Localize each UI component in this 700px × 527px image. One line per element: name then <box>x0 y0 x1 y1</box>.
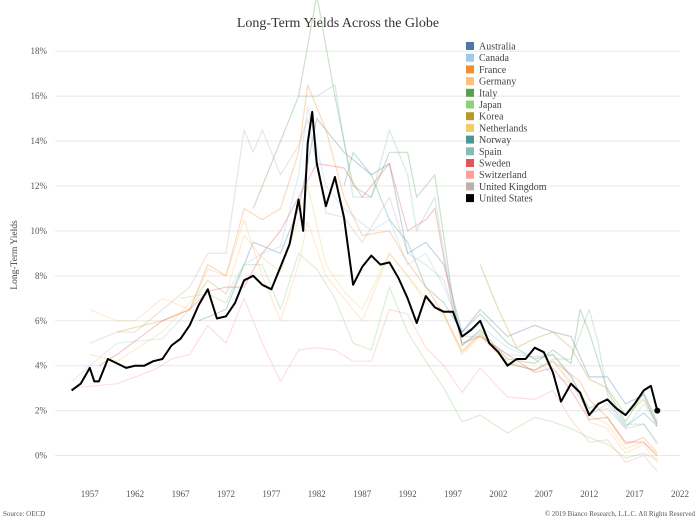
series-lines <box>71 0 661 472</box>
x-tick-label: 1977 <box>262 489 281 499</box>
legend-swatch-switzerland <box>466 170 474 179</box>
legend-swatch-spain <box>466 147 474 156</box>
legend-label-united-kingdom: United Kingdom <box>479 182 547 193</box>
y-axis-label: Long-Term Yields <box>10 220 20 290</box>
legend-label-united-states: United States <box>479 194 533 205</box>
series-end-point-united-states <box>654 407 661 414</box>
x-tick-label: 1957 <box>81 489 100 499</box>
legend-label-spain: Spain <box>479 147 502 158</box>
legend-swatch-japan <box>466 100 474 109</box>
source-note: Source: OECD <box>3 510 45 518</box>
legend-label-canada: Canada <box>479 53 510 64</box>
y-tick-label: 0% <box>35 451 48 461</box>
legend-label-japan: Japan <box>479 100 502 111</box>
y-tick-label: 4% <box>35 361 48 371</box>
series-line-korea <box>479 264 658 425</box>
copyright-note: © 2019 Bianco Research, L.L.C. All Right… <box>545 510 696 518</box>
x-tick-label: 1982 <box>308 489 326 499</box>
series-line-japan <box>180 252 658 461</box>
series-line-germany <box>89 219 658 463</box>
legend-label-sweden: Sweden <box>479 159 511 170</box>
y-tick-label: 16% <box>31 91 48 101</box>
legend-label-australia: Australia <box>479 42 516 53</box>
legend-swatch-norway <box>466 135 474 144</box>
legend-label-norway: Norway <box>479 135 511 146</box>
legend-label-switzerland: Switzerland <box>479 170 527 181</box>
legend-swatch-italy <box>466 88 474 97</box>
x-tick-label: 1997 <box>444 489 463 499</box>
y-axis-ticks: 0% 2% 4% 6% 8% 10% 12% 14% 16% 18% <box>31 46 48 460</box>
legend-label-netherlands: Netherlands <box>479 123 527 134</box>
series-line-united-states <box>71 110 659 417</box>
legend-swatch-united-states <box>466 194 474 203</box>
legend-label-italy: Italy <box>479 88 497 99</box>
x-tick-label: 1987 <box>353 489 372 499</box>
x-tick-label: 2017 <box>626 489 645 499</box>
series-line-france <box>116 84 658 454</box>
x-axis-ticks: 1957 1962 1967 1972 1977 1982 1987 1992 1997 2002… <box>81 489 689 499</box>
series-line-united-kingdom <box>89 117 658 443</box>
x-tick-label: 1962 <box>126 489 144 499</box>
series-line-sweden <box>98 162 658 456</box>
legend-swatch-canada <box>466 53 474 62</box>
y-tick-label: 8% <box>35 271 48 281</box>
legend-swatch-united-kingdom <box>466 182 474 191</box>
legend: AustraliaCanadaFranceGermanyItalyJapanKo… <box>466 42 547 205</box>
legend-swatch-australia <box>466 42 474 50</box>
x-tick-label: 1992 <box>399 489 417 499</box>
legend-swatch-korea <box>466 112 474 121</box>
series-line-canada <box>71 106 658 430</box>
legend-swatch-sweden <box>466 159 474 167</box>
y-tick-label: 14% <box>31 136 48 146</box>
x-tick-label: 2002 <box>489 489 507 499</box>
series-line-switzerland <box>71 297 658 472</box>
chart-title: Long-Term Yields Across the Globe <box>237 16 439 31</box>
legend-label-germany: Germany <box>479 77 516 88</box>
legend-swatch-france <box>466 65 474 74</box>
y-tick-label: 2% <box>35 406 48 416</box>
x-tick-label: 2022 <box>671 489 689 499</box>
x-tick-label: 2007 <box>535 489 554 499</box>
legend-label-korea: Korea <box>479 112 504 123</box>
legend-swatch-netherlands <box>466 123 474 132</box>
series-line-australia <box>198 117 658 427</box>
x-tick-label: 1972 <box>217 489 235 499</box>
series-line-netherlands <box>89 185 658 459</box>
legend-label-france: France <box>479 65 507 76</box>
x-tick-label: 2012 <box>580 489 598 499</box>
series-line-spain <box>298 84 658 445</box>
legend-swatch-germany <box>466 77 474 86</box>
y-tick-label: 18% <box>31 46 48 56</box>
y-tick-label: 6% <box>35 316 48 326</box>
series-line-norway <box>343 151 658 427</box>
y-tick-label: 10% <box>31 226 48 236</box>
y-tick-label: 12% <box>31 181 48 191</box>
x-tick-label: 1967 <box>172 489 191 499</box>
gridlines <box>55 50 680 457</box>
